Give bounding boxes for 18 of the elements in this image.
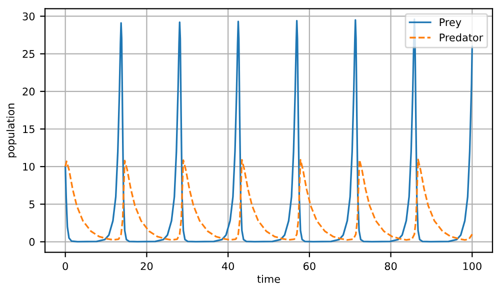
y-tick-label: 10 (23, 162, 35, 171)
x-tick-label: 20 (140, 262, 153, 270)
x-tick-label: 60 (304, 262, 316, 270)
y-tick-label: 30 (22, 12, 35, 20)
y-tick-label: 25 (22, 50, 34, 58)
legend-label: Predator (440, 33, 484, 42)
y-axis-title: population (6, 104, 16, 158)
x-tick-label: 40 (222, 262, 234, 270)
x-tick-label: 80 (384, 262, 397, 270)
x-axis-title: time (257, 274, 280, 283)
y-tick-label: 0 (29, 238, 35, 246)
legend-label: Prey (440, 18, 462, 28)
y-tick-label: 15 (23, 125, 34, 134)
x-tick-label: 100 (463, 262, 482, 270)
y-tick-label: 5 (29, 200, 34, 208)
line-series (64, 158, 473, 241)
x-tick-label: 0 (62, 262, 68, 270)
y-tick-label: 20 (22, 88, 35, 96)
